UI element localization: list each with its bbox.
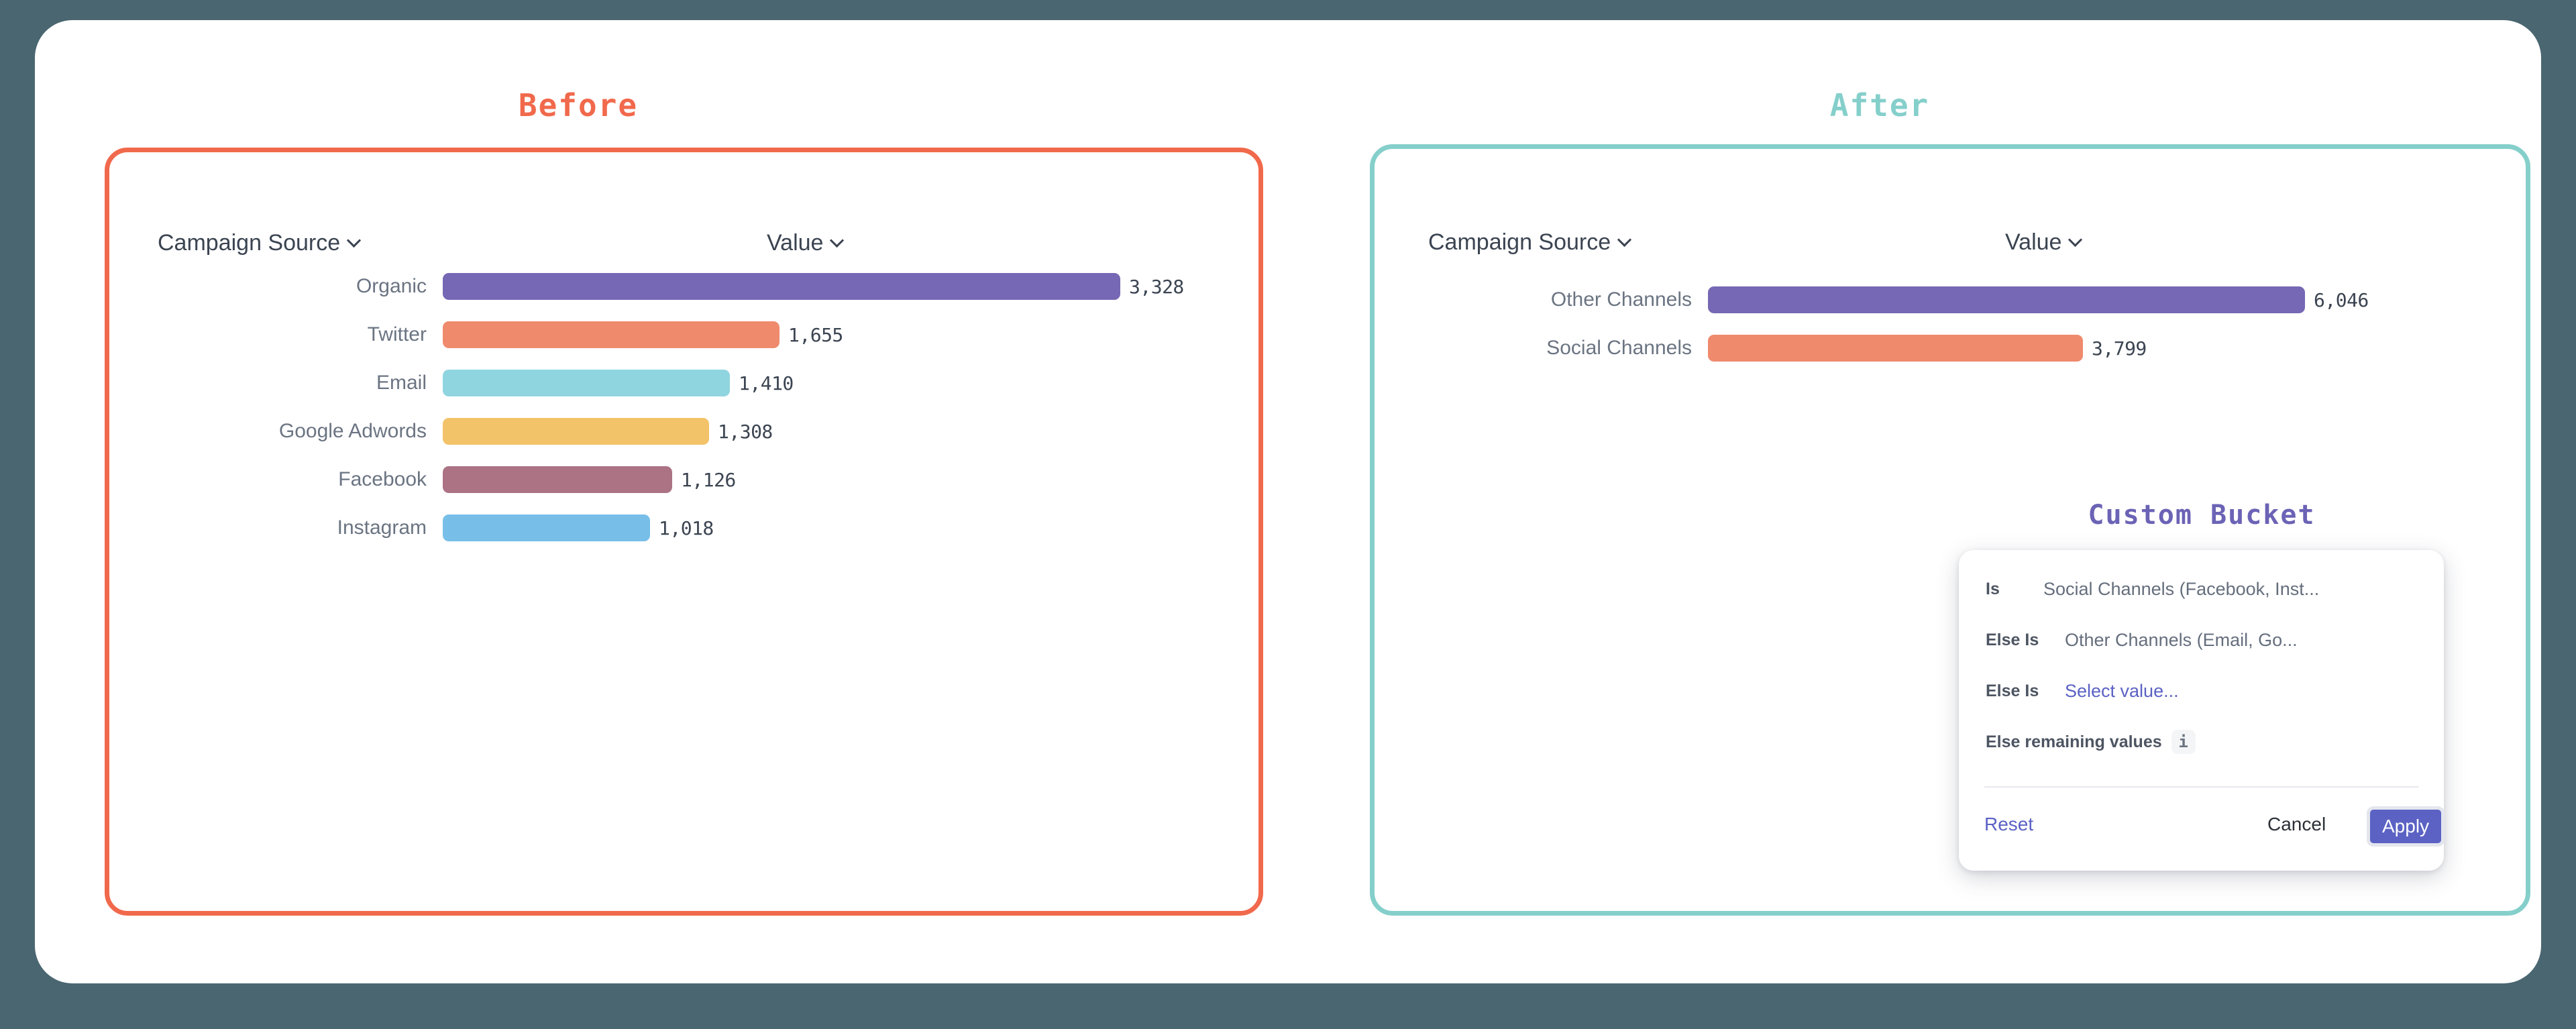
bar-value: 1,308 [718,420,773,443]
table-row[interactable]: Facebook 1,126 [338,466,736,493]
bar-label: Twitter [367,323,427,345]
rule-value-select[interactable]: Select value... [2065,680,2179,701]
chevron-down-icon [348,235,360,247]
after-header-value-label: Value [2005,229,2062,255]
bar-value: 1,410 [739,372,794,394]
bar-label: Google Adwords [278,420,427,442]
remaining-values-label: Else remaining values [1986,732,2162,751]
rule-operator: Else Is [1986,681,2039,700]
after-header-campaign-source-label: Campaign Source [1428,229,1611,255]
table-row[interactable]: Google Adwords 1,308 [279,418,773,445]
bar-rect [443,273,1120,300]
bar-label: Social Channels [1546,337,1692,359]
bar-rect [1708,286,2305,313]
rule-operator: Is [1986,579,2000,598]
bar-rect [443,321,780,348]
before-header-campaign-source-label: Campaign Source [158,230,341,256]
before-header-value[interactable]: Value [767,230,843,256]
before-panel: Campaign Source Value Organic 3,328 Twit… [105,148,1263,916]
after-header-campaign-source[interactable]: Campaign Source [1428,229,1631,256]
custom-bucket-title: Custom Bucket [2088,500,2316,531]
bar-label: Instagram [337,517,427,539]
bar-label: Facebook [338,468,427,490]
rule-row-3[interactable]: Else Is Select value... [1959,676,2444,706]
rule-row-1[interactable]: Is Social Channels (Facebook, Inst... [1959,574,2444,604]
bar-rect [443,370,730,396]
bar-value: 1,018 [659,517,714,539]
bar-rect [443,514,650,541]
rule-row-remaining: Else remaining values i [1959,727,2444,757]
bar-label: Other Channels [1550,288,1692,311]
reset-button[interactable]: Reset [1984,814,2034,834]
table-row[interactable]: Instagram 1,018 [337,514,714,541]
bar-value: 1,126 [681,468,736,491]
rule-row-2[interactable]: Else Is Other Channels (Email, Go... [1959,625,2444,655]
page-card: Before After Campaign Source Value Organ… [35,20,2541,983]
bar-rect [443,466,672,493]
bar-value: 3,328 [1129,275,1184,298]
table-row[interactable]: Other Channels 6,046 [1551,286,2369,313]
before-header-value-label: Value [767,230,824,256]
chevron-down-icon [1619,234,1631,246]
table-row[interactable]: Social Channels 3,799 [1546,335,2147,362]
popover-divider [1984,786,2419,788]
chevron-down-icon [2070,234,2082,246]
before-header-campaign-source[interactable]: Campaign Source [158,230,360,256]
panel-title-after: After [1829,87,1930,123]
bar-rect [1708,335,2083,362]
custom-bucket-popover: Is Social Channels (Facebook, Inst... El… [1959,550,2445,871]
bar-value: 1,655 [788,323,843,346]
rule-operator: Else Is [1986,630,2039,649]
bar-value: 3,799 [2092,337,2147,360]
info-icon[interactable]: i [2171,730,2196,754]
cancel-button[interactable]: Cancel [2267,814,2326,834]
bar-value: 6,046 [2314,288,2369,311]
bar-label: Email [376,372,427,394]
bar-label: Organic [356,275,427,297]
table-row[interactable]: Twitter 1,655 [368,321,843,348]
after-header-value[interactable]: Value [2005,229,2082,256]
rule-value[interactable]: Social Channels (Facebook, Inst... [2043,578,2320,599]
table-row[interactable]: Organic 3,328 [356,273,1184,300]
chevron-down-icon [831,235,843,247]
table-row[interactable]: Email 1,410 [376,370,794,396]
apply-button[interactable]: Apply [2367,806,2445,847]
rule-value[interactable]: Other Channels (Email, Go... [2065,629,2298,650]
panel-title-before: Before [518,87,639,123]
bar-rect [443,418,709,445]
